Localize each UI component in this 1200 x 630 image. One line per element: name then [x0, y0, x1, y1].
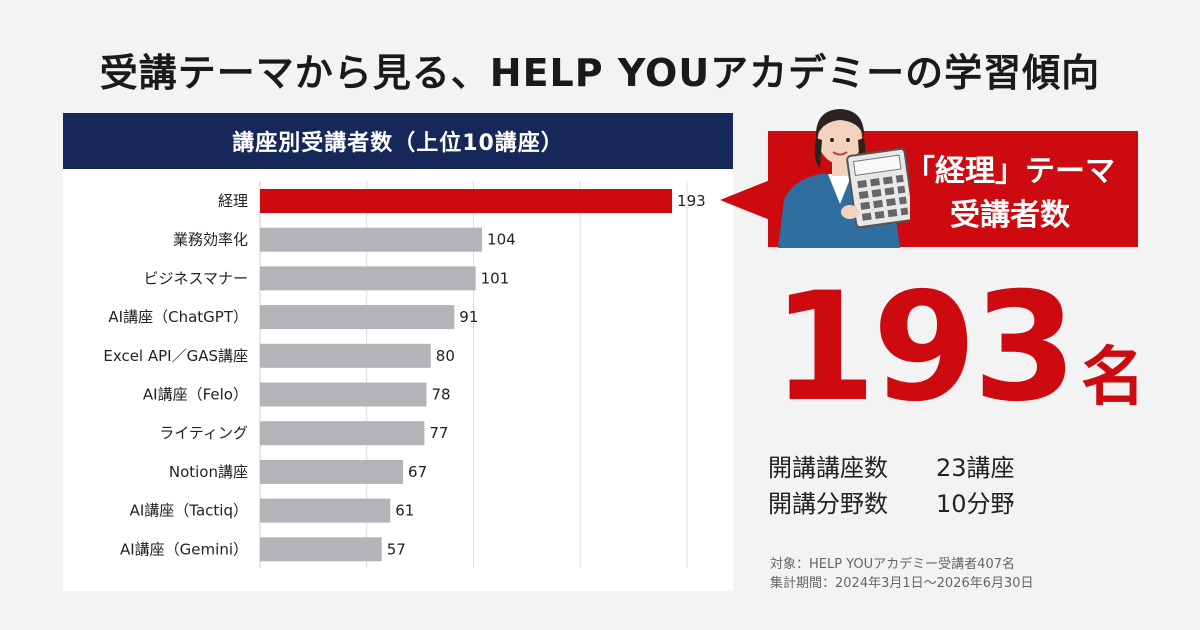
callout-line-1: 「経理」テーマ	[905, 154, 1115, 189]
stat-row: 開講講座数 23講座	[768, 450, 1015, 486]
chart-header: 講座別受講者数（上位10講座）	[63, 113, 733, 169]
stat-label: 開講分野数	[768, 490, 888, 518]
value-label: 61	[395, 502, 414, 520]
highlight-number-value: 193	[772, 261, 1077, 435]
category-label: AI講座（Gemini）	[120, 540, 248, 558]
bar	[260, 227, 483, 252]
callout-pointer	[720, 180, 770, 220]
bar-chart: 経理 193 業務効率化 104 ビジネスマナー 101 AI講座（ChatGPT） 91 Ex…	[103, 181, 706, 568]
woman-with-calculator-illustration	[778, 109, 910, 248]
value-label: 57	[387, 540, 406, 558]
chart-panel: 講座別受講者数（上位10講座） 経理 193 業務効率化 104 ビジネスマナー 101 A…	[63, 113, 733, 591]
value-label: 104	[487, 231, 516, 249]
category-label: AI講座（Felo）	[143, 386, 248, 404]
category-label: 業務効率化	[173, 231, 248, 249]
value-label: 91	[459, 308, 478, 326]
category-label: 経理	[218, 192, 248, 210]
category-label: Excel API／GAS講座	[103, 347, 248, 365]
footnote-period: 集計期間：2024年3月1日～2026年6月30日	[770, 576, 1034, 591]
bar	[260, 266, 476, 291]
category-label: Notion講座	[169, 463, 248, 481]
stat-row: 開講分野数 10分野	[768, 486, 1015, 522]
value-label: 78	[432, 386, 451, 404]
bar	[260, 537, 382, 562]
highlight-number-unit: 名	[1081, 341, 1146, 415]
callout-line-2: 受講者数	[950, 198, 1070, 233]
value-label: 193	[677, 192, 706, 210]
footnote-target: 対象：HELP YOUアカデミー受講者407名	[770, 557, 1015, 572]
highlight-number: 193 名	[772, 268, 1145, 428]
category-label: AI講座（Tactiq）	[130, 502, 248, 520]
bar	[260, 305, 455, 330]
bar	[260, 189, 673, 213]
bar	[260, 498, 391, 523]
stat-value: 23講座	[936, 454, 1015, 482]
footnote: 対象：HELP YOUアカデミー受講者407名 集計期間：2024年3月1日～2…	[770, 555, 1034, 593]
category-label: ビジネスマナー	[143, 269, 248, 287]
bar	[260, 382, 427, 407]
stat-value: 10分野	[936, 490, 1015, 518]
value-label: 101	[481, 269, 510, 287]
category-label: ライティング	[159, 424, 248, 442]
stats: 開講講座数 23講座 開講分野数 10分野	[768, 450, 1015, 522]
value-label: 67	[408, 463, 427, 481]
value-label: 77	[429, 424, 448, 442]
stat-label: 開講講座数	[768, 454, 888, 482]
main-title: 受講テーマから見る、HELP YOUアカデミーの学習傾向	[99, 51, 1101, 95]
bar	[260, 343, 431, 368]
value-label: 80	[436, 347, 455, 365]
bar	[260, 459, 404, 484]
callout-text: 「経理」テーマ 受講者数	[890, 150, 1130, 238]
category-label: AI講座（ChatGPT）	[108, 308, 248, 326]
bar	[260, 421, 425, 446]
